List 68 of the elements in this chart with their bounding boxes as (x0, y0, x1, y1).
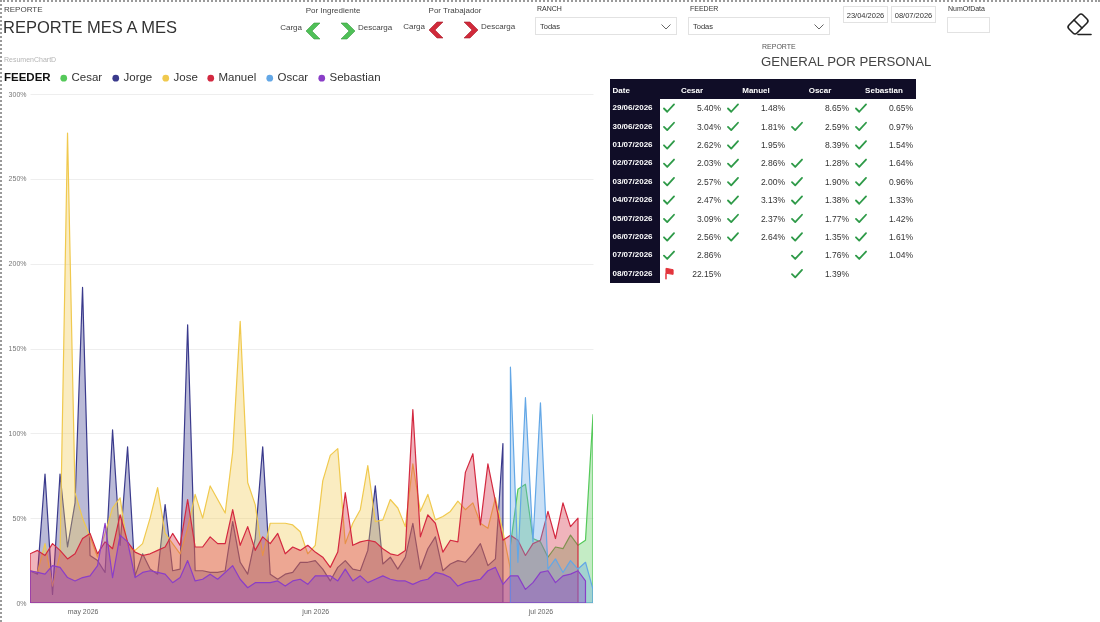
data-label: 1.42% (888, 213, 914, 224)
data-label: 2.62% (696, 140, 722, 150)
y-tick-label: 05/07/2026 (612, 213, 654, 223)
legend-label: Jorge (123, 71, 153, 84)
data-label: 1.35% (824, 232, 850, 242)
text: Descarga (481, 22, 516, 31)
data-label: 1.48% (760, 103, 786, 114)
y-tick-label: 30/06/2026 (612, 121, 654, 131)
data-label: 8.39% (824, 140, 850, 150)
data-label: 2.86% (760, 158, 786, 169)
y-tick-label: 29/06/2026 (612, 103, 654, 113)
data-label: 1.77% (824, 213, 850, 224)
legend-label: Oscar (277, 71, 309, 84)
data-label: 2.57% (696, 176, 722, 187)
data-label: 1.95% (760, 140, 786, 150)
x-tick-label: Manuel (742, 85, 770, 95)
x-tick-label: Sebastian (865, 85, 904, 95)
y-tick-label: 04/07/2026 (612, 195, 654, 205)
data-label: 8.65% (824, 103, 850, 114)
data-label: 2.37% (760, 213, 786, 224)
data-label: 22.15% (692, 268, 722, 279)
data-label: 2.56% (696, 232, 722, 242)
y-tick-label: 01/07/2026 (612, 140, 654, 149)
data-label: 1.38% (824, 195, 850, 206)
chart-title: GENERAL POR PERSONAL (761, 54, 932, 69)
data-label: 0.65% (888, 103, 914, 114)
text: Descarga (358, 23, 393, 32)
data-label: 1.04% (888, 250, 914, 261)
data-label: 1.61% (888, 232, 914, 242)
text: Carga (403, 22, 425, 31)
data-label: 1.90% (824, 176, 850, 187)
text: Por Ingrediente (305, 6, 361, 15)
y-tick-label: 03/07/2026 (612, 176, 654, 186)
data-label: 1.54% (888, 140, 914, 150)
legend-label: Jose (173, 71, 198, 84)
y-tick-label: 08/07/2026 (612, 268, 654, 278)
data-label: 2.00% (760, 176, 786, 187)
data-label: 1.64% (888, 158, 914, 169)
legend-label: Sebastian (329, 71, 381, 84)
chart-subtitle: REPORTE (4, 5, 43, 14)
x-tick-label: Oscar (808, 85, 832, 95)
y-tick-label: 07/07/2026 (612, 250, 654, 260)
text: Carga (280, 23, 302, 32)
data-label: 1.39% (824, 268, 850, 279)
legend-label: Cesar (71, 71, 103, 84)
y-axis-title: Date (612, 85, 631, 95)
legend-title: FEEDER (4, 71, 52, 83)
data-label: 5.40% (696, 103, 722, 114)
data-label: 1.33% (888, 195, 914, 206)
data-label: 1.28% (824, 158, 850, 169)
data-label: 1.76% (824, 250, 850, 261)
data-label: 2.59% (824, 121, 850, 132)
data-label: 3.09% (696, 213, 722, 224)
text: Por Trabajador (428, 6, 482, 15)
data-label: 1.81% (760, 121, 786, 132)
y-tick-label: 02/07/2026 (612, 158, 654, 168)
x-tick-label: Cesar (680, 85, 704, 95)
data-label: 3.04% (696, 121, 722, 132)
data-label: 0.96% (888, 176, 914, 187)
y-tick-label: 06/07/2026 (612, 232, 654, 241)
data-label: 2.47% (696, 195, 722, 206)
chart-title: REPORTE MES A MES (3, 18, 177, 36)
data-label: 2.03% (696, 158, 722, 169)
data-label: 2.86% (696, 250, 722, 261)
data-label: 0.97% (888, 121, 914, 132)
legend-label: Manuel (218, 71, 257, 84)
data-label: 2.64% (760, 232, 786, 242)
data-label: 3.13% (760, 195, 786, 206)
